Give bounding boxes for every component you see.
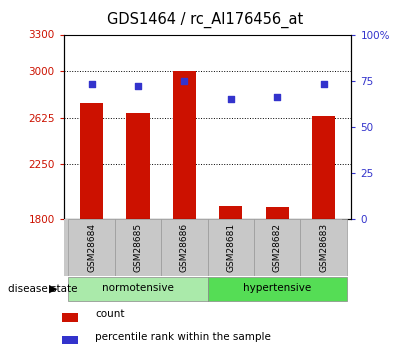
Point [320, 81, 327, 87]
Bar [312, 116, 335, 219]
Bar [254, 219, 300, 276]
Bar [126, 113, 150, 219]
Text: disease state: disease state [8, 284, 78, 294]
Bar [115, 219, 161, 276]
Text: GSM28682: GSM28682 [272, 223, 282, 272]
Text: GSM28681: GSM28681 [226, 223, 235, 272]
Bar [266, 207, 289, 219]
Point [88, 81, 95, 87]
Point [181, 78, 188, 83]
Bar [68, 219, 115, 276]
Text: GSM28684: GSM28684 [87, 223, 96, 272]
Bar [161, 219, 208, 276]
Text: normotensive: normotensive [102, 284, 174, 293]
Text: GDS1464 / rc_AI176456_at: GDS1464 / rc_AI176456_at [107, 12, 304, 28]
Bar [300, 219, 347, 276]
Point [135, 83, 141, 89]
Text: GSM28683: GSM28683 [319, 223, 328, 272]
Point [274, 95, 280, 100]
Bar [219, 206, 242, 219]
Bar [62, 335, 78, 344]
Bar [208, 277, 347, 300]
Bar [208, 219, 254, 276]
Bar [173, 71, 196, 219]
Text: hypertensive: hypertensive [243, 284, 311, 293]
Text: percentile rank within the sample: percentile rank within the sample [95, 332, 271, 342]
Bar [68, 277, 208, 300]
Bar [80, 104, 103, 219]
Point [227, 96, 234, 102]
Text: GSM28686: GSM28686 [180, 223, 189, 272]
Text: ▶: ▶ [49, 284, 58, 294]
Text: GSM28685: GSM28685 [134, 223, 143, 272]
Bar [62, 313, 78, 322]
Text: count: count [95, 309, 125, 319]
